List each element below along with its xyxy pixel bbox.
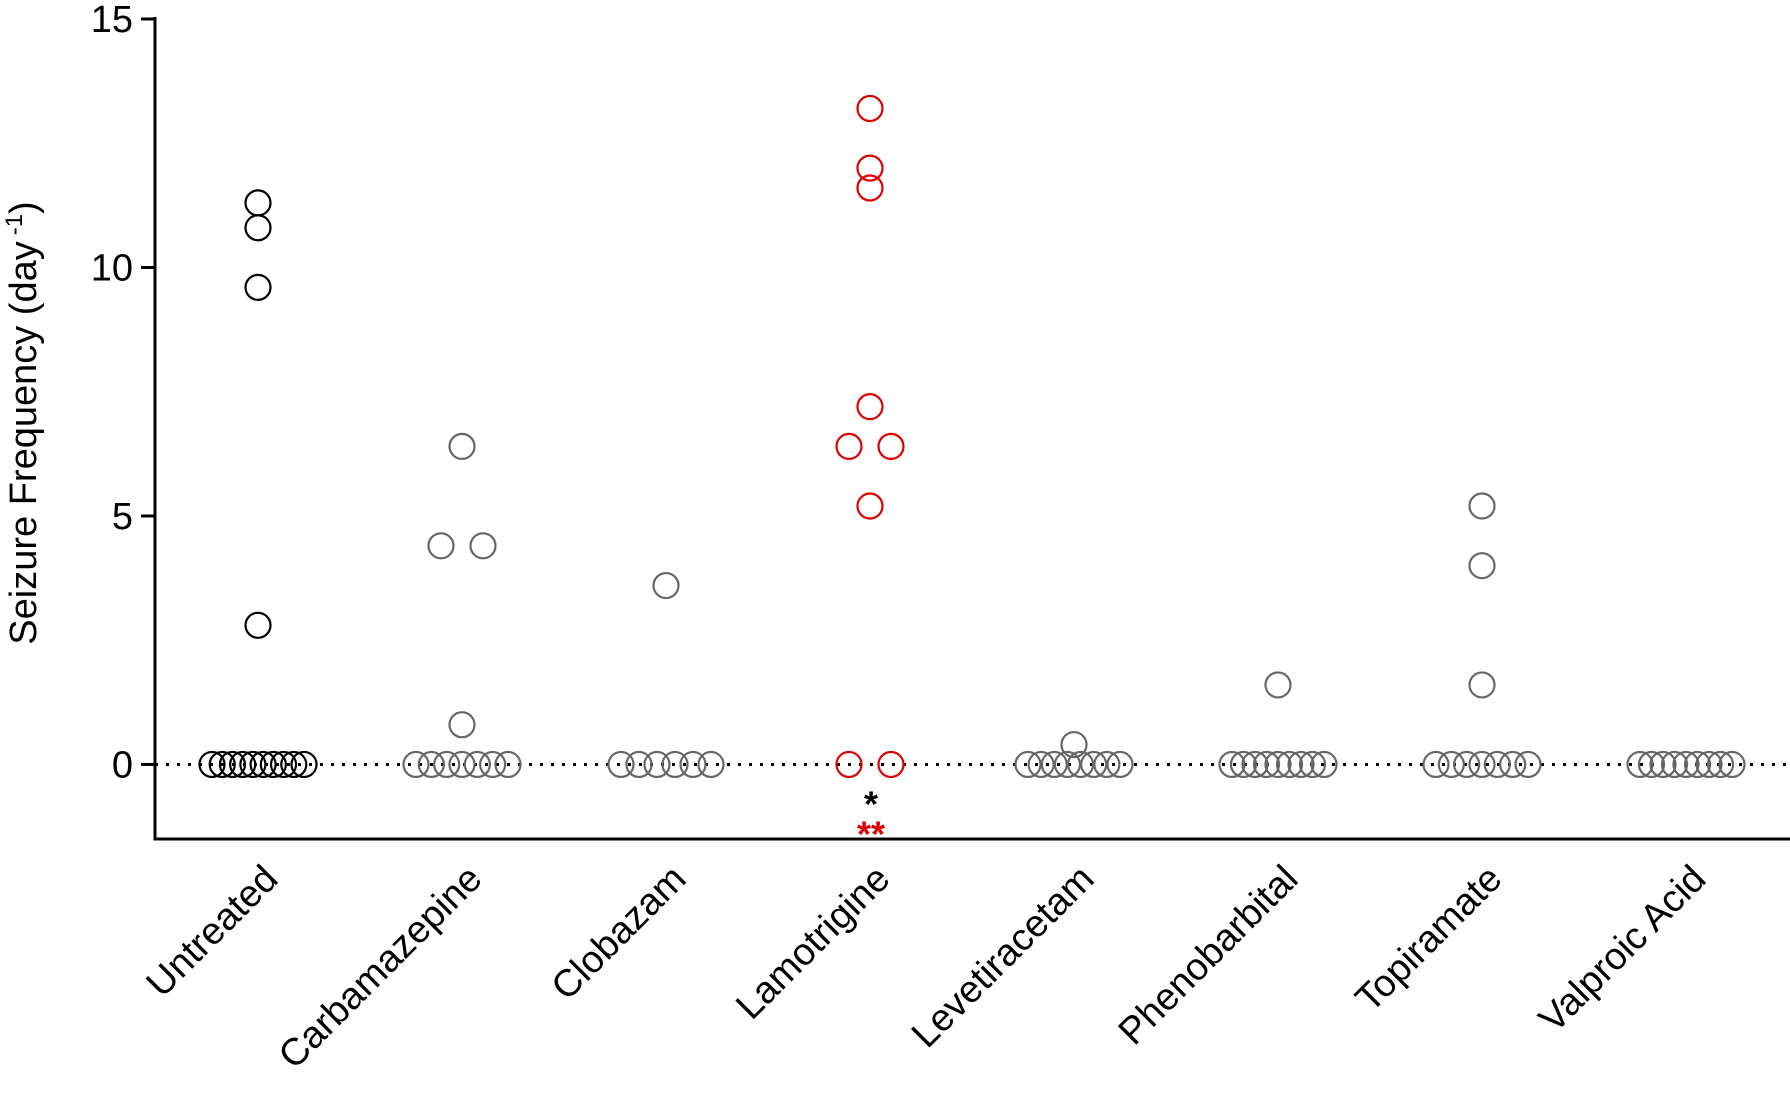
data-point: [835, 750, 863, 779]
data-point: [1453, 750, 1481, 779]
annotation: **: [857, 813, 885, 854]
data-point: [259, 750, 287, 779]
data-point: [1298, 750, 1327, 779]
data-point: [1027, 750, 1055, 779]
data-point: [1660, 750, 1689, 779]
data-point: [239, 750, 267, 779]
x-tick-label: Topiramate: [1348, 858, 1511, 1021]
data-point: [1683, 750, 1712, 779]
data-point: [856, 393, 884, 421]
x-tick-label: Clobazam: [544, 858, 695, 1009]
y-label-end: ): [3, 201, 45, 214]
data-point: [448, 432, 476, 460]
data-point: [625, 750, 653, 779]
data-point: [1287, 750, 1315, 779]
data-point: [1468, 492, 1496, 520]
data-point: [402, 750, 430, 779]
data-point: [679, 750, 707, 779]
data-point: [697, 750, 725, 779]
data-point: [479, 750, 507, 779]
data-point: [1040, 750, 1068, 779]
y-axis-label: Seizure Frequency (day -1): [1, 201, 45, 644]
data-point: [877, 432, 905, 460]
data-point: [1422, 750, 1450, 779]
y-tick-label: 15: [91, 0, 133, 41]
data-point: [856, 174, 884, 202]
data-point: [1718, 750, 1746, 779]
data-point: [643, 750, 671, 779]
data-point: [661, 750, 689, 779]
data-point: [1437, 750, 1465, 779]
data-point: [448, 750, 476, 779]
data-point: [244, 189, 272, 217]
data-point: [1275, 750, 1304, 779]
data-point: [269, 750, 298, 779]
data-point: [1706, 750, 1735, 779]
data-point: [1468, 750, 1496, 779]
data-point: [198, 750, 226, 779]
data-point: [229, 750, 257, 779]
x-tick-label: Phenobarbital: [1111, 858, 1307, 1054]
data-point: [249, 750, 277, 779]
x-tick-label: Valproic Acid: [1531, 858, 1714, 1041]
data-point: [1649, 750, 1677, 779]
data-point: [208, 750, 236, 779]
data-point: [1252, 750, 1281, 779]
data-point: [1264, 671, 1292, 699]
data-point: [469, 532, 497, 560]
data-point: [1637, 750, 1666, 779]
data-point: [417, 750, 445, 779]
data-point: [1695, 750, 1723, 779]
data-point: [448, 711, 476, 739]
data-point: [652, 571, 680, 600]
data-point: [1218, 750, 1246, 779]
data-point: [1499, 750, 1527, 779]
data-point: [1093, 750, 1121, 779]
data-point: [1310, 750, 1338, 779]
y-tick-label: 10: [91, 247, 133, 289]
data-point: [1229, 750, 1258, 779]
data-point: [280, 750, 308, 779]
data-point: [244, 273, 272, 301]
x-tick-label: Levetiracetam: [904, 858, 1102, 1056]
data-point: [1468, 671, 1496, 699]
data-point: [1241, 750, 1269, 779]
annotation: *: [864, 783, 878, 824]
data-point: [1060, 730, 1088, 759]
data-point: [607, 750, 635, 779]
data-point: [463, 750, 491, 779]
data-point: [856, 492, 884, 520]
data-point: [290, 750, 318, 779]
data-point: [856, 94, 884, 123]
data-point: [877, 750, 905, 779]
data-point: [1080, 750, 1108, 779]
data-point: [856, 154, 884, 182]
data-point: [244, 214, 272, 242]
x-tick-label: Carbamazepine: [271, 858, 490, 1077]
data-point: [218, 750, 247, 779]
data-point: [1514, 750, 1542, 779]
data-point: [427, 532, 455, 560]
y-label-text: Seizure Frequency (day: [3, 241, 45, 644]
data-point: [1014, 750, 1042, 779]
x-tick-label: Untreated: [139, 858, 287, 1006]
y-tick-label: 0: [112, 744, 133, 786]
data-point: [1672, 750, 1700, 779]
data-point: [835, 432, 863, 460]
data-point: [433, 750, 461, 779]
data-point: [1066, 750, 1095, 779]
data-point: [244, 611, 272, 639]
y-tick-label: 5: [112, 496, 133, 538]
data-point: [1468, 552, 1496, 580]
data-point: [1106, 750, 1134, 779]
data-point: [1053, 750, 1082, 779]
x-tick-label: Lamotrigine: [728, 858, 898, 1028]
y-label-sup: -1: [1, 214, 28, 235]
data-point: [494, 750, 522, 779]
data-point: [1264, 750, 1292, 779]
data-point: [1626, 750, 1654, 779]
data-point: [1483, 750, 1511, 779]
